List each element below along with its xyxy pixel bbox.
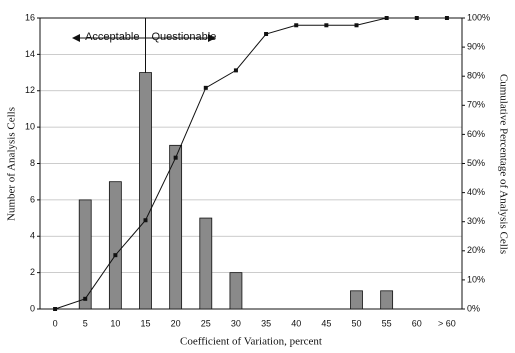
line-marker — [53, 307, 58, 311]
cumulative-line — [54, 17, 447, 310]
bar — [199, 217, 213, 310]
y-tick-label: 8 — [30, 158, 35, 168]
y-tick-label: 14 — [25, 49, 35, 59]
bar — [380, 290, 394, 310]
x-tick-label: 60 — [412, 318, 422, 328]
x-tick-label: 30 — [231, 318, 241, 328]
line-marker — [143, 218, 148, 223]
line-marker — [113, 253, 118, 258]
x-tick-label: 0 — [53, 318, 58, 328]
x-tick-label: 20 — [171, 318, 181, 328]
y2-tick-label: 60% — [467, 129, 485, 139]
y-axis-title: Number of Analysis Cells — [6, 107, 18, 221]
line-marker — [173, 155, 178, 160]
line-marker — [414, 16, 419, 20]
x-tick-label: 5 — [83, 318, 88, 328]
annotation: Acceptable — [85, 31, 139, 43]
y2-tick-label: 90% — [467, 41, 485, 51]
line-marker — [444, 16, 449, 20]
y2-tick-label: 100% — [467, 12, 490, 22]
y2-tick-label: 80% — [467, 71, 485, 81]
y2-axis-title: Cumulative Percentage of Analysis Cells — [497, 74, 509, 254]
x-tick-label: 10 — [110, 318, 120, 328]
x-tick-label: > 60 — [438, 318, 456, 328]
x-tick-label: 40 — [291, 318, 301, 328]
x-axis-title: Coefficient of Variation, percent — [180, 336, 322, 348]
y-tick-label: 16 — [25, 12, 35, 22]
bar — [108, 181, 122, 310]
bar — [169, 144, 183, 310]
line-marker — [233, 68, 238, 73]
y2-tick-label: 50% — [467, 158, 485, 168]
x-tick-label: 25 — [201, 318, 211, 328]
line-marker — [384, 16, 389, 20]
y-tick-label: 2 — [30, 267, 35, 277]
bar — [139, 72, 152, 310]
y2-tick-label: 70% — [467, 100, 485, 110]
x-tick-label: 55 — [382, 318, 392, 328]
x-tick-label: 50 — [351, 318, 361, 328]
line-marker — [264, 32, 269, 37]
x-tick-label: 15 — [140, 318, 150, 328]
x-tick-label: 35 — [261, 318, 271, 328]
line-marker — [203, 85, 208, 90]
y-tick-label: 4 — [30, 231, 35, 241]
x-tick-label: 45 — [321, 318, 331, 328]
y2-tick-label: 0% — [467, 303, 480, 313]
y2-tick-label: 30% — [467, 216, 485, 226]
y-tick-label: 10 — [25, 122, 35, 132]
line-marker — [294, 23, 299, 28]
y2-tick-label: 40% — [467, 187, 485, 197]
y-tick-label: 0 — [30, 303, 35, 313]
y-tick-label: 6 — [30, 194, 35, 204]
line-marker — [83, 296, 88, 301]
bar — [350, 290, 363, 310]
annotation: Questionable — [152, 31, 217, 43]
plot-frame — [39, 17, 463, 310]
y-tick-label: 12 — [25, 85, 35, 95]
y2-tick-label: 10% — [467, 274, 485, 284]
y2-tick-label: 20% — [467, 245, 485, 255]
line-marker — [354, 23, 359, 28]
line-marker — [324, 23, 329, 28]
bar — [78, 199, 92, 310]
bar — [229, 272, 243, 310]
